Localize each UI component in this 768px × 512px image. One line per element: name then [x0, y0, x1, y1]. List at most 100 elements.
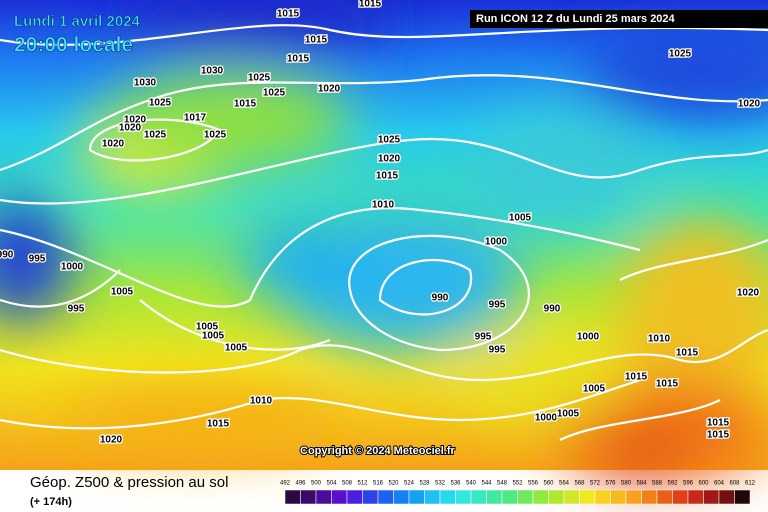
run-info: Run ICON 12 Z du Lundi 25 mars 2024 [476, 13, 676, 25]
scale-swatch [594, 489, 611, 505]
isobar-label: 1015 [207, 419, 230, 430]
isobar-label: 1015 [656, 379, 679, 390]
scale-tick-label: 532 [435, 481, 446, 487]
scale-swatch [718, 489, 735, 505]
isobar-label: 995 [489, 300, 506, 311]
isobar-label: 1025 [669, 49, 692, 60]
scale-tick-label: 548 [497, 481, 508, 487]
isobar-label: 1000 [535, 413, 558, 424]
scale-swatch [486, 489, 503, 505]
isobar-label: 995 [475, 332, 492, 343]
color-scale: 492 496 500 504 508 512 516 520 524 528 532 536 540 5… [280, 481, 756, 505]
isobar-label: 1005 [557, 409, 580, 420]
footer: Géop. Z500 & pression au sol (+ 174h) [30, 474, 228, 508]
isobar-label: 990 [432, 293, 449, 304]
scale-swatch [672, 489, 689, 505]
isobar-label: 1020 [124, 115, 147, 126]
scale-swatch [703, 489, 720, 505]
scale-tick-label: 580 [621, 481, 632, 487]
scale-swatch [455, 489, 472, 505]
scale-tick-label: 596 [683, 481, 694, 487]
isobar-label: 1005 [202, 331, 225, 342]
isobar-label: 1005 [583, 384, 606, 395]
scale-swatch [439, 489, 456, 505]
scale-swatch [346, 489, 363, 505]
scale-swatch [424, 489, 441, 505]
scale-swatch [315, 489, 332, 505]
isobar-label: 1020 [738, 99, 761, 110]
scale-tick-label: 504 [326, 481, 337, 487]
isobar-label: 1025 [144, 130, 167, 141]
scale-tick-label: 492 [280, 481, 291, 487]
scale-tick-label: 508 [342, 481, 353, 487]
scale-tick-label: 612 [745, 481, 756, 487]
isobar-label: 1025 [378, 135, 401, 146]
isobar-label: 1020 [318, 84, 341, 95]
isobars [0, 24, 768, 441]
scale-swatch [532, 489, 549, 505]
isobar-label: 1010 [250, 396, 273, 407]
isobar-label: 990 [0, 250, 14, 261]
scale-tick-label: 604 [714, 481, 725, 487]
scale-tick-label: 560 [543, 481, 554, 487]
scale-swatch [408, 489, 425, 505]
scale-tick-label: 552 [512, 481, 523, 487]
scale-swatch [687, 489, 704, 505]
scale-tick-label: 588 [652, 481, 663, 487]
footer-title: Géop. Z500 & pression au sol [30, 474, 228, 491]
isobar-label: 1000 [61, 262, 84, 273]
scale-tick-label: 592 [667, 481, 678, 487]
isobar-label: 1015 [707, 430, 730, 441]
local-time: 20:00 locale [14, 34, 133, 57]
scale-tick-label: 556 [528, 481, 539, 487]
isobar-label: 995 [489, 345, 506, 356]
scale-swatch [548, 489, 565, 505]
copyright: Copyright © 2024 Meteociel.fr [300, 445, 456, 457]
isobar-label: 1025 [204, 130, 227, 141]
scale-swatch [641, 489, 658, 505]
isobar-label: 1020 [102, 139, 125, 150]
scale-tick-label: 600 [698, 481, 709, 487]
scale-tick-label: 584 [636, 481, 647, 487]
scale-swatch [517, 489, 534, 505]
isobar-label: 995 [29, 254, 46, 265]
isobar-label: 1030 [201, 66, 224, 77]
isobar-label: 1015 [376, 171, 399, 182]
isobar-label: 1010 [648, 334, 671, 345]
isobar-label: 1020 [119, 123, 142, 134]
scale-tick-label: 536 [450, 481, 461, 487]
isobar-label: 1015 [707, 418, 730, 429]
date: Lundi 1 avril 2024 [14, 13, 141, 30]
isobar-label: 1015 [625, 372, 648, 383]
isobar-label: 1000 [577, 332, 600, 343]
scale-tick-label: 528 [419, 481, 430, 487]
scale-swatch [470, 489, 487, 505]
scale-swatch [300, 489, 317, 505]
lead-time: (+ 174h) [30, 496, 72, 508]
isobar-label: 1010 [372, 200, 395, 211]
scale-tick-label: 608 [729, 481, 740, 487]
scale-swatch [284, 489, 301, 505]
scale-tick-label: 564 [559, 481, 570, 487]
scale-swatch [501, 489, 518, 505]
scale-swatch [579, 489, 596, 505]
scale-swatch [362, 489, 379, 505]
isobar-label: 1015 [277, 9, 300, 20]
isobar-label: 1005 [225, 343, 248, 354]
scale-swatch [656, 489, 673, 505]
isobar-label: 990 [544, 304, 561, 315]
scale-tick-label: 512 [357, 481, 368, 487]
isobar-labels: 1015101510151015103010251030102010251025… [0, 0, 762, 447]
scale-tick-label: 568 [574, 481, 585, 487]
isobar-label: 1020 [378, 154, 401, 165]
scale-tick-label: 524 [404, 481, 415, 487]
scale-swatch [610, 489, 627, 505]
scale-tick-label: 544 [481, 481, 492, 487]
run-banner [470, 10, 768, 28]
scale-swatch [377, 489, 394, 505]
isobar-label: 1005 [111, 287, 134, 298]
scale-swatch [734, 489, 751, 505]
isobar-label: 1025 [149, 98, 172, 109]
scale-swatch [393, 489, 410, 505]
isobar-label: 1005 [509, 213, 532, 224]
